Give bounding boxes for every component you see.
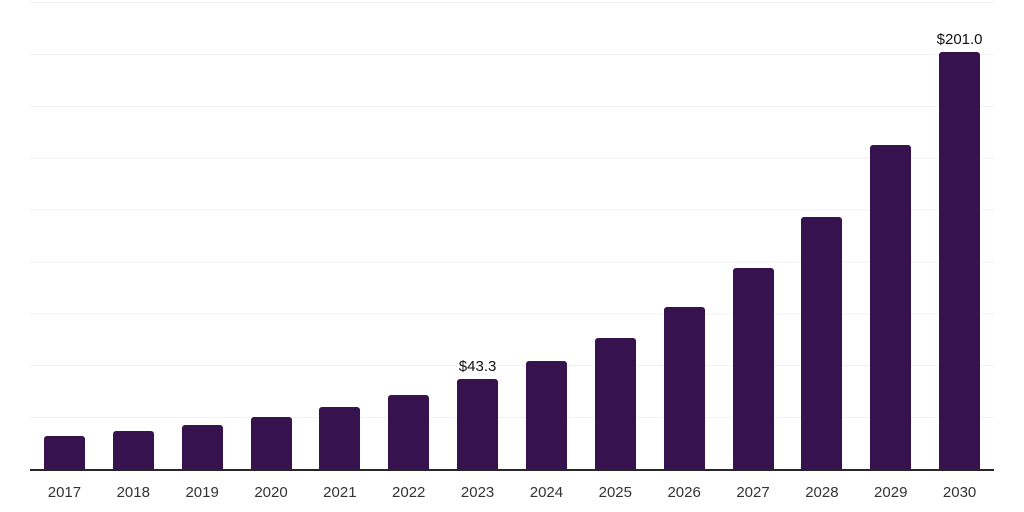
bar-slot-2030: $201.0 xyxy=(925,2,994,469)
x-tick-2025: 2025 xyxy=(598,484,632,501)
bar-2022 xyxy=(388,394,430,469)
data-label-2023: $43.3 xyxy=(458,358,497,376)
bar-2030: $201.0 xyxy=(937,32,983,469)
bar-2023: $43.3 xyxy=(457,359,499,469)
x-tick-2023: 2023 xyxy=(460,484,495,501)
x-axis-labels: 2017 2018 2019 2020 2021 2022 2023 2024 2025 2026… xyxy=(30,471,994,501)
x-tick-2030: 2030 xyxy=(942,484,977,501)
x-tick-2029: 2029 xyxy=(874,484,908,501)
x-tick-2028: 2028 xyxy=(805,484,839,501)
bar-slot-2028 xyxy=(787,2,856,469)
x-tick-2018: 2018 xyxy=(116,484,150,501)
data-label-2030: $201.0 xyxy=(936,30,983,48)
bar-2027 xyxy=(732,268,774,469)
bar-slot-2017 xyxy=(30,2,99,469)
bar-slot-2022 xyxy=(374,2,443,469)
bar-slot-2019 xyxy=(168,2,237,469)
bar-2029 xyxy=(870,144,912,469)
bar-2026 xyxy=(663,307,705,469)
bar-slot-2025 xyxy=(581,2,650,469)
x-tick-2020: 2020 xyxy=(254,484,288,501)
x-tick-2019: 2019 xyxy=(185,484,219,501)
bar-slot-2021 xyxy=(305,2,374,469)
x-tick-2027: 2027 xyxy=(736,484,770,501)
bar-slot-2029 xyxy=(856,2,925,469)
bar-slot-2026 xyxy=(650,2,719,469)
bar-slot-2018 xyxy=(99,2,168,469)
plot-area: $43.3 $201.0 xyxy=(30,2,994,471)
bar-2019 xyxy=(181,424,223,469)
bar-slot-2027 xyxy=(719,2,788,469)
bar-slot-2024 xyxy=(512,2,581,469)
bar-slot-2023: $43.3 xyxy=(443,2,512,469)
x-tick-2017: 2017 xyxy=(47,484,82,501)
bar-slot-2020 xyxy=(237,2,306,469)
bar-2021 xyxy=(319,406,361,469)
bar-2018 xyxy=(112,430,154,469)
bar-2020 xyxy=(250,417,292,469)
bar-2028 xyxy=(801,216,843,469)
bar-2017 xyxy=(43,435,85,469)
x-tick-2024: 2024 xyxy=(529,484,564,501)
bar-2024 xyxy=(525,360,567,469)
x-tick-2026: 2026 xyxy=(667,484,701,501)
bar-2025 xyxy=(594,337,636,469)
x-tick-2021: 2021 xyxy=(323,484,357,501)
x-tick-2022: 2022 xyxy=(392,484,426,501)
